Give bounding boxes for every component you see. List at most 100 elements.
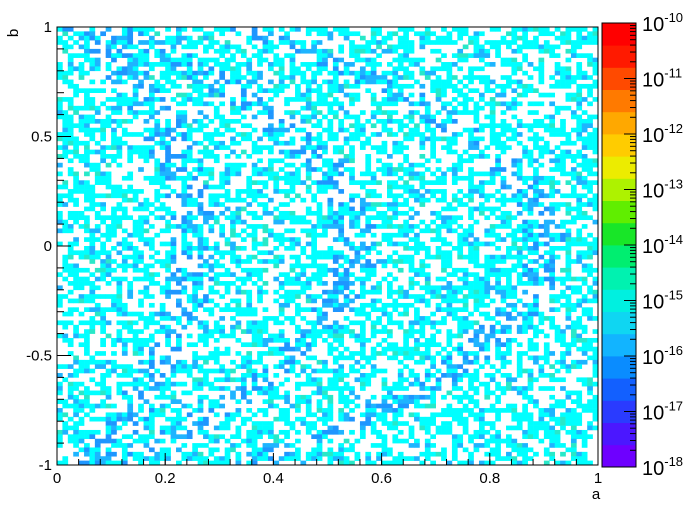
heatmap-cell	[522, 324, 528, 330]
heatmap-cell	[197, 66, 204, 72]
heatmap-cell	[159, 381, 166, 387]
heatmap-cell	[143, 359, 150, 365]
heatmap-cell	[262, 110, 269, 115]
heatmap-cell	[295, 40, 301, 45]
heatmap-cell	[381, 35, 388, 41]
heatmap-cell	[349, 246, 355, 251]
heatmap-cell	[570, 219, 577, 225]
heatmap-cell	[170, 373, 177, 378]
heatmap-cell	[419, 386, 426, 391]
heatmap-cell	[468, 250, 474, 256]
heatmap-cell	[67, 351, 74, 356]
heatmap-cell	[57, 75, 63, 80]
heatmap-cell	[240, 197, 247, 203]
heatmap-cell	[397, 57, 404, 63]
heatmap-cell	[84, 254, 90, 260]
heatmap-cell	[560, 342, 566, 348]
heatmap-cell	[489, 263, 496, 269]
heatmap-cell	[159, 75, 166, 80]
heatmap-cell	[267, 149, 274, 155]
heatmap-cell	[78, 298, 85, 304]
heatmap-cell	[414, 175, 420, 181]
heatmap-cell	[116, 53, 123, 58]
heatmap-cell	[473, 298, 480, 304]
heatmap-cell	[538, 70, 545, 76]
heatmap-cell	[262, 127, 269, 133]
heatmap-cell	[251, 425, 258, 431]
heatmap-cell	[365, 416, 372, 422]
heatmap-cell	[127, 337, 134, 343]
heatmap-cell	[235, 219, 242, 225]
heatmap-cell	[565, 346, 572, 352]
heatmap-cell	[457, 298, 464, 304]
heatmap-cell	[527, 219, 534, 225]
heatmap-cell	[576, 83, 583, 89]
heatmap-cell	[224, 421, 231, 426]
heatmap-cell	[489, 272, 496, 277]
heatmap-cell	[462, 298, 469, 304]
heatmap-cell	[235, 364, 242, 369]
heatmap-cell	[57, 66, 63, 72]
heatmap-cell	[506, 359, 512, 365]
heatmap-cell	[414, 412, 420, 418]
heatmap-cell	[267, 105, 274, 111]
heatmap-cell	[419, 66, 426, 72]
heatmap-cell	[473, 101, 480, 107]
heatmap-cell	[451, 110, 458, 115]
heatmap-cell	[219, 114, 226, 120]
heatmap-cell	[581, 70, 588, 76]
heatmap-cell	[257, 421, 263, 426]
heatmap-cell	[213, 355, 220, 361]
heatmap-cell	[78, 210, 85, 216]
heatmap-cell	[111, 44, 117, 50]
heatmap-cell	[89, 149, 96, 155]
heatmap-cell	[154, 123, 161, 129]
heatmap-cell	[251, 241, 258, 247]
heatmap-cell	[408, 276, 415, 282]
heatmap-cell	[84, 228, 90, 234]
heatmap-cell	[246, 276, 253, 282]
heatmap-cell	[116, 219, 123, 225]
heatmap-cell	[387, 316, 393, 321]
heatmap-cell	[419, 219, 426, 225]
heatmap-cell	[57, 272, 63, 277]
heatmap-cell	[430, 342, 436, 348]
heatmap-cell	[230, 281, 236, 286]
heatmap-cell	[581, 215, 588, 221]
heatmap-cell	[565, 206, 572, 212]
heatmap-cell	[365, 403, 372, 409]
heatmap-cell	[154, 329, 161, 334]
heatmap-cell	[408, 127, 415, 133]
heatmap-cell	[354, 210, 361, 216]
heatmap-cell	[116, 202, 123, 207]
heatmap-cell	[78, 403, 85, 409]
heatmap-cell	[554, 132, 561, 137]
heatmap-cell	[111, 337, 117, 343]
heatmap-cell	[240, 373, 247, 378]
heatmap-cell	[267, 228, 274, 234]
heatmap-cell	[511, 132, 518, 137]
heatmap-cell	[403, 70, 409, 76]
heatmap-cell	[370, 27, 377, 32]
heatmap-cell	[305, 333, 312, 339]
heatmap-cell	[300, 228, 307, 234]
heatmap-cell	[446, 259, 453, 264]
heatmap-cell	[581, 298, 588, 304]
heatmap-cell	[132, 320, 139, 326]
heatmap-cell	[387, 329, 393, 334]
heatmap-cell	[419, 421, 426, 426]
heatmap-cell	[57, 294, 63, 299]
heatmap-cell	[284, 298, 290, 304]
heatmap-cell	[257, 62, 263, 67]
heatmap-cell	[316, 368, 323, 374]
heatmap-cell	[576, 175, 583, 181]
heatmap-cell	[203, 342, 209, 348]
heatmap-cell	[484, 337, 491, 343]
heatmap-cell	[251, 53, 258, 58]
heatmap-cell	[473, 241, 480, 247]
heatmap-cell	[116, 101, 123, 107]
heatmap-cell	[159, 394, 166, 400]
heatmap-cell	[451, 364, 458, 369]
heatmap-cell	[311, 342, 317, 348]
